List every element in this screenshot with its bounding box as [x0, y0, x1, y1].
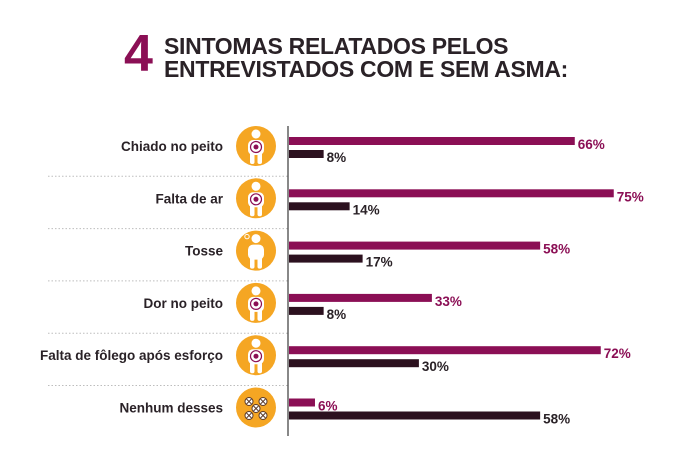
- value-label-series-2: 8%: [327, 150, 347, 165]
- value-label-series-2: 58%: [543, 412, 570, 427]
- person-torso: [248, 244, 264, 260]
- person-coughing-icon: [236, 230, 276, 271]
- bar-series-2: [289, 306, 324, 315]
- target-ring: [249, 350, 263, 363]
- value-label-series-1: 6%: [318, 399, 338, 414]
- cross-mark: [246, 398, 252, 405]
- value-label-series-2: 14%: [353, 202, 380, 217]
- category-label: Chiado no peito: [121, 139, 223, 154]
- target-center: [253, 353, 259, 359]
- person-leg: [257, 204, 262, 217]
- value-label-series-1: 75%: [617, 189, 644, 204]
- chart-title: SINTOMAS RELATADOS PELOS ENTREVISTADOS C…: [164, 35, 594, 81]
- person-chest-target-icon: [236, 178, 276, 219]
- person-head: [251, 234, 261, 244]
- person-chest-target-icon: [236, 126, 276, 166]
- bars: [289, 137, 614, 420]
- value-label-series-2: 17%: [366, 255, 393, 270]
- person-leg: [250, 152, 255, 164]
- target-center: [253, 196, 259, 202]
- bar-series-1: [289, 346, 601, 355]
- crossed-circles-icon: [236, 387, 276, 428]
- person-leg: [250, 361, 255, 374]
- target-center: [253, 301, 259, 307]
- person-head: [251, 129, 261, 139]
- person-chest-target-icon: [236, 335, 276, 376]
- value-label-series-1: 58%: [543, 242, 570, 257]
- category-labels: Chiado no peito Falta de ar Tosse Dor no pe…: [40, 139, 224, 416]
- bar-series-1: [289, 137, 575, 145]
- category-label: Falta de fôlego após esforço: [40, 348, 223, 363]
- bar-series-2: [289, 150, 324, 158]
- bar-series-2: [289, 411, 541, 420]
- bar-series-1: [289, 189, 614, 198]
- category-label: Nenhum desses: [119, 401, 223, 416]
- person-chest-target-icon: [236, 282, 276, 323]
- value-label-series-1: 33%: [435, 294, 462, 309]
- target-center: [253, 144, 259, 150]
- cross-mark: [260, 398, 266, 405]
- person-leg: [250, 308, 255, 321]
- person-leg: [250, 256, 255, 269]
- target-ring: [249, 193, 263, 206]
- bar-series-1: [289, 241, 541, 250]
- cough-puff: [244, 233, 250, 240]
- bar-series-1: [289, 293, 432, 302]
- person-head: [251, 286, 261, 296]
- person-leg: [257, 256, 262, 269]
- cross-mark: [260, 412, 266, 419]
- chart-title-line-2: ENTREVISTADOS COM E SEM ASMA:: [164, 56, 569, 82]
- person-head: [251, 181, 261, 191]
- row-separators: [48, 175, 288, 386]
- value-label-series-1: 72%: [604, 346, 631, 361]
- chart-number: 4: [124, 25, 153, 83]
- bar-series-2: [289, 359, 419, 368]
- value-label-series-2: 8%: [327, 307, 347, 322]
- category-label: Dor no peito: [144, 296, 224, 311]
- category-label: Falta de ar: [155, 191, 223, 206]
- value-label-series-1: 66%: [578, 137, 605, 152]
- category-icons: [236, 126, 276, 428]
- person-leg: [250, 204, 255, 217]
- target-ring: [249, 297, 263, 310]
- person-head: [251, 338, 261, 348]
- bar-series-2: [289, 202, 350, 211]
- bar-series-2: [289, 254, 363, 263]
- value-labels: 66% 8% 75% 14% 58% 17% 33% 8% 72% 30% 6% 58%: [318, 137, 644, 427]
- chart-title-line-1: SINTOMAS RELATADOS PELOS: [164, 33, 509, 59]
- cross-mark: [246, 412, 252, 419]
- category-label: Tosse: [185, 244, 224, 259]
- person-leg: [257, 308, 262, 321]
- target-ring: [249, 140, 263, 154]
- cross-mark: [253, 405, 259, 412]
- bar-series-1: [289, 398, 315, 407]
- person-leg: [257, 361, 262, 374]
- value-label-series-2: 30%: [422, 359, 449, 374]
- person-leg: [257, 152, 262, 164]
